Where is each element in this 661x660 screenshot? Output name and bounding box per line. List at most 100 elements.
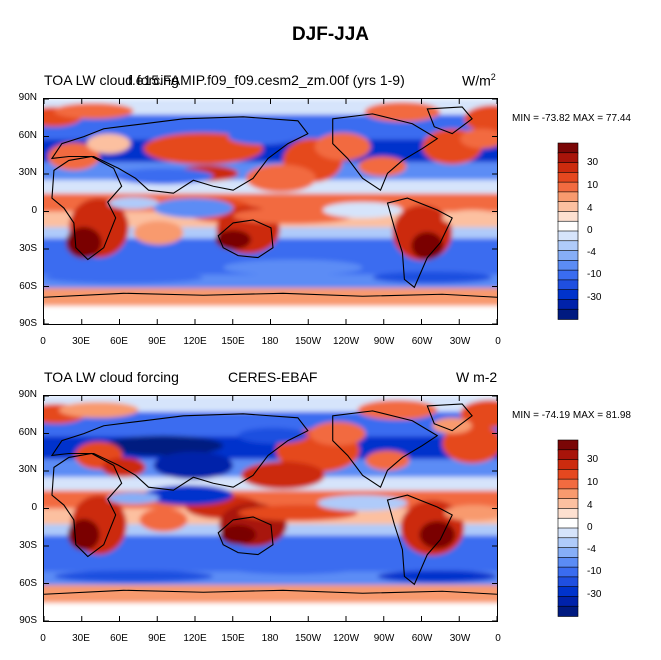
field-region bbox=[357, 399, 438, 420]
field-region bbox=[215, 229, 252, 250]
field-region bbox=[460, 399, 497, 428]
axis-ticks bbox=[44, 396, 497, 621]
coastline bbox=[50, 116, 309, 194]
colorbar-swatch bbox=[557, 478, 579, 490]
field-region bbox=[442, 423, 497, 464]
map-field bbox=[44, 99, 497, 324]
colorbar-swatch bbox=[557, 181, 579, 193]
coastline bbox=[51, 155, 123, 261]
colorbar-swatch bbox=[557, 596, 579, 608]
lat-label: 30S bbox=[19, 243, 37, 254]
panel-center-title: f.e15.FAMIP.f09_f09.cesm2_zm.00f (yrs 1-… bbox=[128, 72, 405, 88]
lat-label: 60S bbox=[19, 281, 37, 292]
units-superscript: 2 bbox=[490, 72, 496, 82]
colorbar-swatch bbox=[557, 220, 579, 232]
lat-label: 30N bbox=[18, 464, 37, 475]
field-region bbox=[444, 505, 497, 521]
field-region bbox=[223, 558, 363, 575]
colorbar-swatch bbox=[557, 449, 579, 461]
field-region bbox=[67, 518, 100, 551]
field-region bbox=[322, 202, 403, 218]
coastline bbox=[426, 106, 473, 135]
field-region bbox=[419, 520, 456, 549]
coastline bbox=[44, 292, 497, 298]
field-region bbox=[107, 492, 160, 505]
field-region bbox=[53, 570, 214, 583]
colorbar-label: 10 bbox=[587, 477, 599, 488]
lat-label: 30N bbox=[18, 167, 37, 178]
colorbar-swatches bbox=[557, 439, 579, 617]
colorbar-label: -30 bbox=[587, 292, 602, 303]
colorbar-label: -4 bbox=[587, 247, 596, 258]
field-region bbox=[233, 208, 353, 224]
colorbar-label: 0 bbox=[587, 225, 593, 236]
colorbar-swatch bbox=[557, 469, 579, 480]
field-region bbox=[113, 168, 214, 185]
panel-left-title: TOA LW cloud forcing bbox=[44, 72, 179, 88]
field-region bbox=[358, 156, 407, 177]
lon-label: 30E bbox=[72, 336, 90, 347]
lat-label: 90N bbox=[18, 389, 37, 400]
coastline bbox=[332, 113, 439, 192]
colorbar-swatch bbox=[557, 527, 579, 539]
field-region bbox=[238, 505, 358, 521]
colorbar-label: 4 bbox=[587, 500, 593, 511]
map-plot bbox=[43, 98, 498, 325]
lon-label: 0 bbox=[495, 633, 501, 644]
lon-label: 150E bbox=[221, 633, 245, 644]
lon-label: 120E bbox=[183, 336, 207, 347]
panel-units: W m-2 bbox=[456, 369, 497, 385]
lon-label: 90W bbox=[373, 336, 395, 347]
lon-label: 60E bbox=[110, 633, 128, 644]
field-region bbox=[143, 485, 234, 506]
colorbar-swatch bbox=[557, 459, 579, 471]
field-region bbox=[241, 461, 325, 490]
colorbar-swatch bbox=[557, 586, 579, 598]
field-region bbox=[314, 132, 371, 161]
colorbar-swatch bbox=[557, 142, 579, 154]
coastline bbox=[44, 589, 497, 595]
min-max-label: MIN = -73.82 MAX = 77.44 bbox=[512, 113, 631, 124]
field-region bbox=[143, 587, 343, 598]
lon-label: 120E bbox=[183, 633, 207, 644]
field-region bbox=[377, 570, 497, 583]
colorbar-swatch bbox=[557, 299, 579, 311]
lat-label: 0 bbox=[31, 205, 37, 216]
field-region bbox=[223, 259, 363, 276]
map-field bbox=[44, 396, 497, 621]
units-text: W m-2 bbox=[456, 369, 498, 385]
lon-label: 150W bbox=[294, 336, 322, 347]
colorbar-swatch bbox=[557, 439, 579, 451]
colorbar-swatch bbox=[557, 172, 579, 183]
field-region bbox=[53, 102, 134, 119]
colorbar-swatch bbox=[557, 152, 579, 164]
field-band bbox=[44, 288, 497, 307]
colorbar-swatch bbox=[557, 498, 579, 510]
colorbar-swatch bbox=[557, 211, 579, 223]
colorbar-label: -10 bbox=[587, 269, 602, 280]
colorbar-swatch bbox=[557, 230, 579, 242]
colorbar-swatch bbox=[557, 191, 579, 203]
field-region bbox=[44, 271, 204, 284]
colorbar-swatch bbox=[557, 605, 579, 617]
colorbar-swatch bbox=[557, 308, 579, 320]
coastline bbox=[386, 494, 453, 586]
colorbar-swatch bbox=[557, 269, 579, 281]
panel-units: W/m2 bbox=[462, 72, 496, 89]
colorbar-swatch bbox=[557, 488, 579, 500]
figure-title: DJF-JJA bbox=[291, 24, 370, 45]
lon-label: 90E bbox=[148, 336, 166, 347]
lat-label: 90N bbox=[18, 92, 37, 103]
field-region bbox=[365, 450, 410, 471]
field-region bbox=[309, 421, 366, 446]
min-max-label: MIN = -74.19 MAX = 81.98 bbox=[512, 410, 631, 421]
field-region bbox=[108, 197, 159, 210]
field-region bbox=[153, 198, 234, 218]
coastline bbox=[50, 413, 309, 491]
colorbar-swatch bbox=[557, 537, 579, 549]
lon-label: 60W bbox=[411, 633, 433, 644]
colorbar bbox=[557, 142, 579, 320]
colorbar-swatch bbox=[557, 260, 579, 271]
colorbar-label: 10 bbox=[587, 180, 599, 191]
colorbar-swatch bbox=[557, 557, 579, 568]
